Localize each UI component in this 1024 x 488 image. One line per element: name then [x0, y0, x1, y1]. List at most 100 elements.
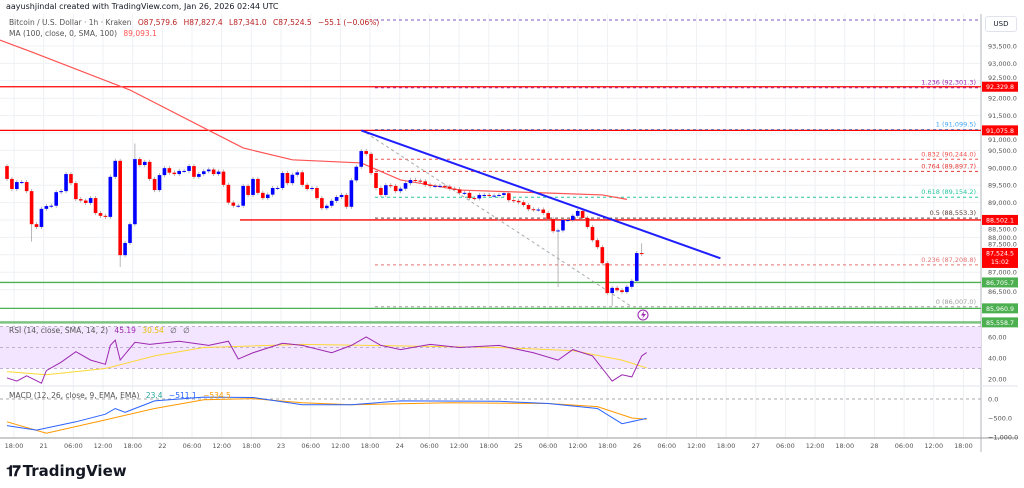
candle [610, 287, 614, 294]
candle [246, 185, 250, 195]
candle [531, 209, 536, 211]
x-tick-label: 23 [277, 442, 285, 450]
x-tick-label: 06:00 [183, 442, 202, 450]
candle [64, 174, 68, 192]
candle [507, 193, 511, 201]
candle [83, 200, 88, 203]
ohlc-close: C87,524.5 [273, 18, 312, 27]
candle [472, 198, 477, 200]
candle [639, 253, 644, 255]
candle [585, 217, 590, 227]
countdown-text: 15:02 [991, 259, 1009, 266]
candle [177, 170, 181, 175]
candle [374, 173, 378, 188]
trend-line [360, 129, 721, 260]
y-tick-label: 89,000.0 [988, 199, 1017, 207]
candle [556, 230, 560, 232]
candle [497, 194, 501, 196]
y-tick-label: 90,500.0 [988, 147, 1017, 155]
candle [300, 172, 304, 185]
price-level-badge [982, 125, 1018, 136]
ohlc-change: −55.1 (−0.06%) [318, 18, 380, 27]
candle [477, 194, 482, 199]
candle [44, 206, 49, 209]
fib-level-label: 0.764 (89,897.7) [921, 162, 976, 170]
y-tick-label: 87,500.0 [988, 240, 1017, 248]
candle [295, 172, 300, 175]
macd-tick-label: −1,000.0 [988, 434, 1018, 442]
x-tick-label: 18:00 [954, 442, 973, 450]
y-tick-label: 87,000.0 [988, 269, 1017, 277]
candle [438, 185, 442, 187]
candle [462, 192, 467, 194]
candle [516, 200, 521, 203]
candle [128, 224, 132, 243]
candle [10, 178, 14, 190]
lightning-event-icon[interactable] [637, 309, 649, 321]
price-level-badge-text: 88,502.1 [986, 217, 1014, 224]
fib-trend-line [365, 132, 633, 308]
x-tick-label: 18:00 [717, 442, 736, 450]
price-level-badge-text: 91,075.8 [986, 128, 1014, 135]
x-tick-label: 12:00 [450, 442, 469, 450]
ohlc-open: O87,579.6 [137, 18, 178, 27]
candle [566, 220, 570, 221]
candle [88, 198, 93, 203]
macd-signal-value: −534.5 [203, 391, 231, 400]
candle [457, 189, 462, 193]
x-tick-label: 06:00 [539, 442, 558, 450]
candle [108, 176, 113, 217]
macd-hist-value: 23.4 [145, 391, 163, 400]
x-tick-label: 06:00 [776, 442, 795, 450]
candle [172, 172, 177, 175]
candle [39, 208, 44, 227]
x-tick-label: 26 [633, 442, 641, 450]
candle [452, 188, 457, 190]
candle [428, 184, 432, 186]
candle [615, 287, 619, 291]
candle [123, 242, 127, 256]
candle [408, 179, 413, 184]
x-tick-label: 21 [40, 442, 48, 450]
candle [546, 213, 550, 219]
candle [182, 170, 186, 172]
currency-selector[interactable]: USD [985, 16, 1017, 32]
price-level-badge [982, 81, 1018, 92]
candle [443, 185, 447, 187]
candle [634, 253, 639, 281]
candle [339, 194, 344, 198]
x-tick-label: 18:00 [479, 442, 498, 450]
x-tick-label: 06:00 [64, 442, 83, 450]
candle [482, 194, 487, 196]
price-level-badge [982, 317, 1018, 328]
trading-chart[interactable]: 18:00 21 06:00 12:00 18:00 22 06:00 12:00 18:00 2… [0, 0, 1024, 460]
candle [19, 182, 24, 184]
macd-value: −511.1 [168, 391, 197, 400]
candle [487, 194, 491, 196]
candle [29, 191, 34, 225]
macd-legend[interactable]: MACD (12, 26, close, 9, EMA, EMA) 23.4 −… [9, 391, 235, 400]
candle [211, 169, 216, 175]
candle [251, 178, 255, 195]
candle [162, 168, 167, 176]
fib-level-label: 0 (86,007.0) [936, 298, 976, 306]
rsi-ma-value: 30.54 [142, 326, 164, 335]
candle [187, 166, 191, 171]
candle [197, 174, 201, 177]
price-level-badge [982, 214, 1018, 225]
candle [49, 205, 54, 207]
y-tick-label: 92,500.0 [988, 74, 1017, 82]
tradingview-logo: 𝟏𝟕 TradingView [6, 462, 127, 480]
x-tick-label: 18:00 [835, 442, 854, 450]
candle [379, 187, 383, 195]
rsi-tick-label: 60.00 [988, 334, 1007, 342]
chart-credit: aayushjindal created with TradingView.co… [6, 2, 279, 11]
candle [575, 210, 580, 216]
last-price-text: 87,524.5 [986, 250, 1014, 257]
macd-line [6, 396, 647, 431]
rsi-legend[interactable]: RSI (14, close, SMA, 14, 2) 45.19 30.54 … [9, 326, 194, 335]
x-tick-label: 24 [396, 442, 404, 450]
logo-text: TradingView [22, 462, 127, 480]
ma-label: MA (100, close, 0, SMA, 100) [9, 29, 117, 38]
ma-legend[interactable]: MA (100, close, 0, SMA, 100) 89,093.1 [9, 29, 161, 38]
